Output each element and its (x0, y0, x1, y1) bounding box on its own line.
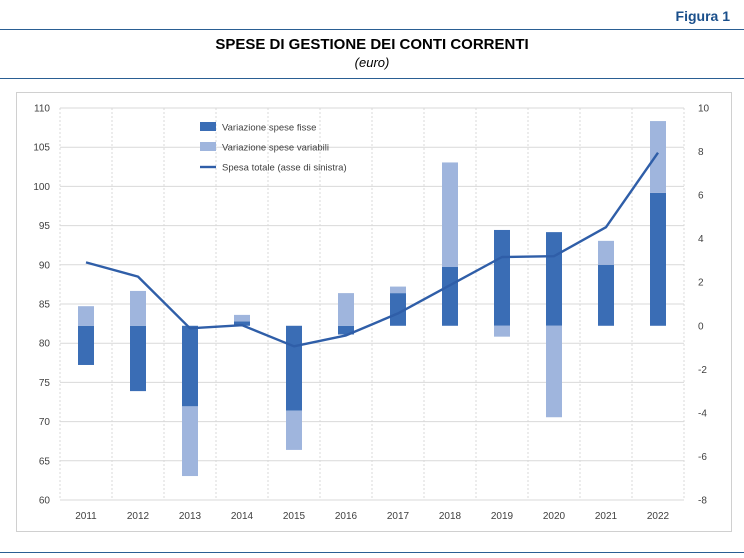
bar-fixed (494, 229, 510, 326)
chart-subtitle: (euro) (354, 55, 390, 70)
left-axis-tick-label: 90 (39, 260, 51, 271)
bar-variable (130, 290, 146, 326)
bar-variable (494, 325, 510, 337)
right-axis-tick-label: -8 (698, 496, 707, 507)
right-axis-tick-label: 6 (698, 191, 704, 202)
right-axis-tick-label: -4 (698, 408, 707, 419)
bar-variable (286, 410, 302, 450)
x-axis-tick-label: 2019 (491, 511, 514, 522)
bar-fixed (650, 192, 666, 326)
legend-label: Variazione spese variabili (222, 143, 329, 154)
left-axis-tick-label: 110 (34, 104, 50, 115)
bar-variable (182, 406, 198, 477)
bar-variable (546, 325, 562, 418)
x-axis-tick-label: 2017 (387, 511, 410, 522)
bar-fixed (286, 325, 302, 411)
x-axis-tick-label: 2013 (179, 511, 202, 522)
left-axis-tick-label: 65 (39, 456, 51, 467)
right-axis-tick-label: 2 (698, 278, 704, 289)
left-axis-tick-label: 95 (39, 221, 51, 232)
x-axis-tick-label: 2015 (283, 511, 306, 522)
bar-variable (338, 293, 354, 326)
left-axis-tick-label: 75 (39, 378, 51, 389)
bar-fixed (234, 321, 250, 326)
left-axis-tick-label: 60 (39, 496, 51, 507)
bar-fixed (442, 266, 458, 326)
right-axis-tick-label: 8 (698, 147, 704, 158)
right-axis-tick-label: -2 (698, 365, 707, 376)
legend-swatch-variable (200, 142, 216, 151)
legend-label: Variazione spese fisse (222, 123, 316, 134)
right-axis-tick-label: 0 (698, 321, 704, 332)
bar-fixed (546, 232, 562, 326)
bottom-rule (0, 552, 744, 553)
bar-variable (234, 314, 250, 322)
x-axis-tick-label: 2011 (75, 511, 97, 522)
x-axis-tick-label: 2014 (231, 511, 254, 522)
x-axis-tick-label: 2022 (647, 511, 670, 522)
bar-variable (390, 286, 406, 294)
left-axis-tick-label: 70 (39, 417, 51, 428)
left-axis-tick-label: 105 (33, 143, 50, 154)
legend-label: Spesa totale (asse di sinistra) (222, 163, 347, 174)
right-axis-tick-label: 10 (698, 104, 710, 115)
bar-variable (598, 240, 614, 265)
bar-variable (442, 162, 458, 267)
x-axis-tick-label: 2020 (543, 511, 566, 522)
line-spesa-totale (85, 152, 659, 348)
bar-fixed (338, 325, 354, 335)
left-axis-tick-label: 100 (33, 182, 50, 193)
bar-fixed (78, 325, 94, 365)
left-axis-tick-label: 85 (39, 300, 51, 311)
chart-title: SPESE DI GESTIONE DEI CONTI CORRENTI (215, 36, 529, 53)
bar-fixed (130, 325, 146, 392)
left-axis-tick-label: 80 (39, 339, 51, 350)
bar-fixed (598, 264, 614, 326)
right-axis-tick-label: 4 (698, 234, 704, 245)
bar-variable (78, 306, 94, 326)
x-axis-tick-label: 2018 (439, 511, 462, 522)
top-rule (0, 29, 744, 30)
bar-fixed (390, 293, 406, 326)
header-rule (0, 78, 744, 79)
x-axis-tick-label: 2021 (595, 511, 618, 522)
bar-variable (650, 121, 666, 193)
figure-label: Figura 1 (675, 8, 730, 24)
legend-swatch-fixed (200, 122, 216, 131)
x-axis-tick-label: 2012 (127, 511, 150, 522)
right-axis-tick-label: -6 (698, 452, 707, 463)
x-axis-tick-label: 2016 (335, 511, 358, 522)
bar-fixed (182, 325, 198, 407)
